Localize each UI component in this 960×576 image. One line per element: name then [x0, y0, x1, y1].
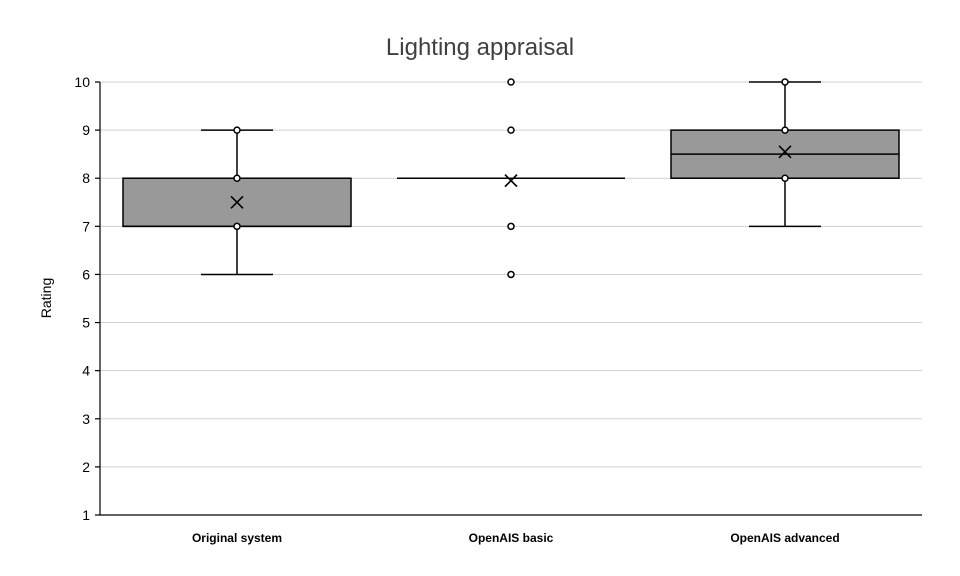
data-point: [781, 174, 789, 182]
y-tick-label-7: 7: [82, 218, 90, 234]
y-tick-label-8: 8: [82, 170, 90, 186]
chart-title: Lighting appraisal: [386, 34, 574, 61]
y-tick-label-9: 9: [82, 122, 90, 138]
box-3: [670, 78, 900, 228]
y-tick-label-6: 6: [82, 266, 90, 282]
data-point: [507, 270, 515, 279]
category-label-2: OpenAIS basic: [469, 531, 554, 545]
y-tick-label-2: 2: [82, 459, 90, 475]
y-tick-label-5: 5: [82, 315, 90, 331]
y-tick-labels: 1 2 3 4 5 6 7 8 9 10: [74, 74, 100, 523]
mean-marker: [504, 174, 518, 188]
box-2: [397, 78, 625, 279]
category-label-1: Original system: [192, 531, 282, 545]
y-tick-label-10: 10: [74, 74, 90, 90]
mean-marker: [230, 195, 244, 209]
category-label-3: OpenAIS advanced: [730, 531, 839, 545]
data-point: [507, 222, 515, 231]
data-point: [781, 126, 789, 134]
y-axis-label: Rating: [38, 278, 54, 318]
y-tick-label-3: 3: [82, 411, 90, 427]
data-point: [233, 174, 241, 182]
data-point: [233, 222, 241, 231]
boxes: [122, 78, 900, 279]
data-point: [507, 126, 515, 134]
y-tick-label-1: 1: [82, 507, 90, 523]
data-point: [233, 126, 241, 134]
data-point: [507, 78, 515, 86]
data-point: [781, 78, 789, 86]
box-1: [122, 126, 352, 276]
mean-marker: [778, 145, 792, 159]
y-tick-label-4: 4: [82, 363, 90, 379]
category-labels: Original system OpenAIS basic OpenAIS adva…: [192, 531, 840, 545]
